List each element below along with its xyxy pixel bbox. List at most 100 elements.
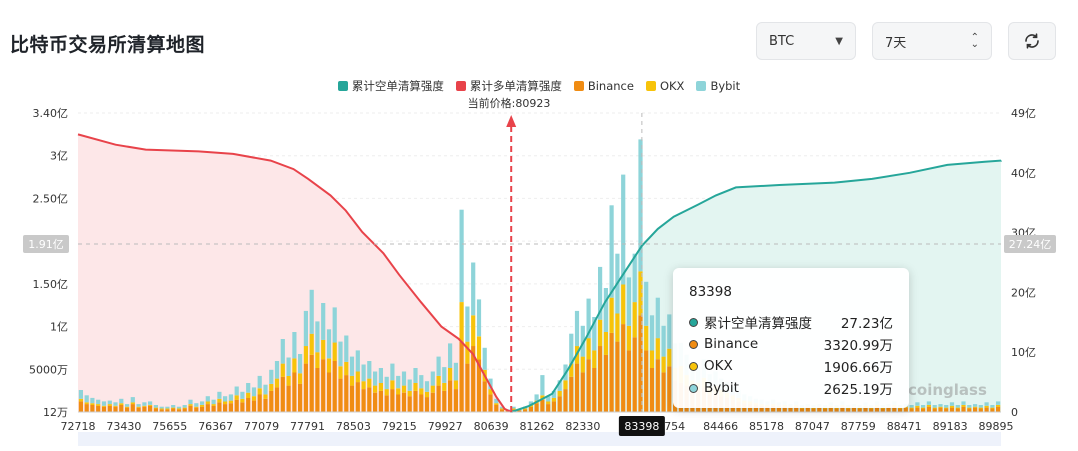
tooltip-row-okx: OKX 1906.66万 [689,355,893,377]
bar-bybit [349,356,355,376]
short-cum-line [510,159,1002,413]
bar-okx [909,407,914,409]
bar-binance [373,392,378,412]
bar-binance [828,407,833,412]
bar-okx [407,390,412,397]
bar-bybit [367,361,372,379]
bar-bybit [482,347,487,370]
legend-swatch-long-cum [455,81,466,91]
tooltip-name: Bybit [704,380,739,396]
bar-binance [96,405,101,412]
bar-okx [621,284,626,325]
x-axis-tick: 81262 [520,420,555,433]
x-axis-tick: 75655 [152,420,187,433]
bar-binance [874,406,880,412]
bar-binance [857,408,862,412]
bar-okx [101,405,107,407]
bar-bybit [574,310,580,347]
line-layer [77,133,1002,413]
bar-bybit [569,333,574,364]
bar-okx [644,325,649,351]
bar-okx [378,383,383,391]
bar-bybit [476,299,482,337]
legend-label-short-cum: 累计空单清算强度 [351,79,444,93]
bar-binance [973,407,978,412]
bar-binance [782,406,787,412]
bar-binance [349,385,355,412]
bar-okx [113,405,118,407]
bar-okx [557,390,562,397]
bar-bybit [453,362,458,381]
bar-binance [632,337,637,413]
bar-bybit [621,174,626,285]
bar-bybit [159,406,164,409]
bar-bybit [436,356,441,376]
bar-binance [430,392,435,412]
legend-item-long-cum[interactable]: 累计多单清算强度 [455,78,562,94]
refresh-button[interactable] [1008,22,1056,60]
bar-okx [125,406,130,408]
bar-bybit [153,405,158,408]
bar-binance [119,405,124,412]
bar-bybit [494,398,499,404]
bar-okx [546,401,551,404]
bar-bybit [269,369,274,384]
bar-okx [96,404,101,406]
bar-bybit [200,401,205,405]
bar-binance [990,408,995,412]
bar-okx [349,375,355,386]
left-axis-tick: 12万 [43,406,68,419]
bar-okx [603,332,608,355]
coin-select-value: BTC [769,33,795,49]
bar-binance [655,359,660,412]
axis-layer: 3.40亿3亿2.50亿2亿1.50亿1亿5000万12万49亿40亿30亿20… [29,107,1036,446]
bar-okx [967,407,972,409]
bar-okx [811,407,816,409]
bar-binance [921,408,926,412]
bar-binance [176,409,182,412]
bar-bybit [205,396,210,402]
bar-binance [90,405,95,412]
bar-binance [465,363,470,412]
x-axis-tick: 88471 [887,420,922,433]
bar-okx [217,398,222,403]
bar-binance [817,407,822,412]
bar-binance [153,408,158,412]
coin-select[interactable]: BTC ▼ [756,22,856,60]
bar-okx [136,406,141,408]
bar-bybit [142,402,147,406]
legend-item-binance[interactable]: Binance [573,78,634,94]
bar-bybit [338,341,343,367]
bar-okx [321,339,326,360]
legend-item-okx[interactable]: OKX [645,78,684,94]
bar-binance [961,406,966,412]
bar-bybit [384,376,389,390]
legend-item-bybit[interactable]: Bybit [696,78,740,94]
bar-bybit [257,375,262,389]
bar-okx [326,358,332,373]
legend-label-bybit: Bybit [710,79,741,93]
period-select[interactable]: 7天 ⌃ ⌄ [872,22,992,60]
x-axis-tick: 78503 [336,420,371,433]
x-axis-tick: 89183 [933,420,968,433]
bar-okx [955,407,960,409]
bar-bybit [321,303,326,340]
x-axis-scrollbar [78,432,1001,446]
bar-binance [955,408,960,412]
legend-item-short-cum[interactable]: 累计空单清算强度 [337,78,444,94]
bar-binance [626,350,631,412]
bar-binance [846,408,851,412]
bar-bybit [107,400,112,405]
bar-binance [932,408,937,412]
bar-bybit [661,325,666,357]
bar-bybit [921,405,926,408]
bar-binance [223,404,228,412]
x-axis-tick: 77791 [290,420,325,433]
bar-bybit [442,367,447,383]
crosshair-right-value: 27.24亿 [1009,238,1052,251]
bar-binance [228,403,233,412]
bar-okx [130,402,135,405]
bar-okx [961,405,966,407]
bar-binance [107,405,112,412]
bar-binance [448,380,453,412]
